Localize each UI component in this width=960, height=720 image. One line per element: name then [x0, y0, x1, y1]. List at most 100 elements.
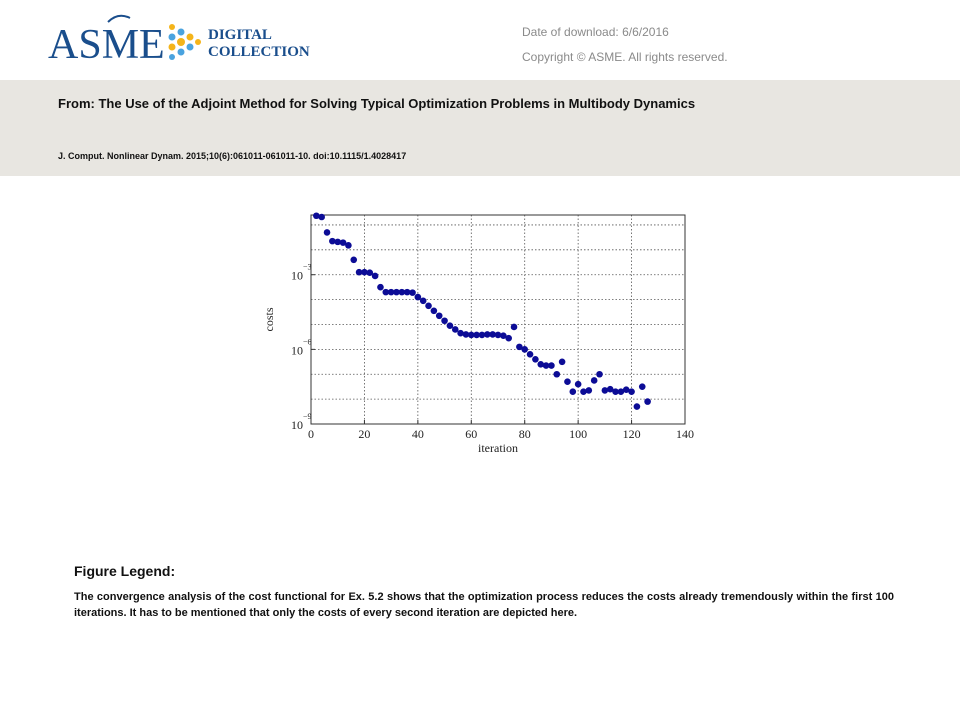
data-point — [489, 331, 496, 338]
data-point — [500, 332, 507, 339]
data-point — [569, 388, 577, 395]
data-point — [387, 288, 395, 296]
data-point — [467, 331, 475, 339]
data-point — [601, 387, 609, 394]
logo-collection-text: COLLECTION — [208, 44, 310, 60]
data-point — [612, 388, 619, 395]
data-point — [633, 403, 641, 410]
convergence-chart: 0 20 40 60 80 100 120 14010−310−610−9iterationc… — [262, 212, 694, 455]
data-point — [425, 302, 432, 310]
article-info-band — [0, 80, 960, 176]
data-point — [516, 343, 523, 351]
data-point — [441, 317, 448, 325]
data-point — [403, 288, 411, 296]
download-info: Date of download: 6/6/2016 Copyright © A… — [522, 20, 728, 70]
data-point — [590, 377, 598, 384]
y-tick-label-base: 10 — [291, 418, 303, 432]
data-point — [366, 269, 374, 277]
data-point — [596, 370, 603, 378]
data-point — [473, 331, 480, 339]
x-tick-label: 40 — [412, 427, 424, 441]
data-point — [510, 323, 518, 331]
y-tick-label-base: 10 — [291, 343, 303, 357]
logo-swoosh-icon — [107, 14, 131, 23]
data-point — [313, 212, 320, 220]
data-point — [564, 378, 571, 386]
y-tick-label-base: 10 — [291, 269, 303, 283]
download-label: Date of download: — [522, 25, 619, 39]
copyright-text: Copyright © ASME. All rights reserved. — [522, 50, 728, 64]
data-point — [542, 362, 550, 369]
data-point — [548, 362, 555, 369]
data-point — [398, 288, 406, 296]
download-line: Date of download: 6/6/2016 — [522, 20, 728, 45]
data-point — [457, 329, 464, 337]
article-citation[interactable]: J. Comput. Nonlinear Dynam. 2015;10(6):0… — [58, 151, 407, 161]
data-point — [628, 388, 635, 395]
data-point — [484, 331, 491, 338]
x-tick-label: 120 — [623, 427, 641, 441]
data-point — [345, 242, 352, 249]
data-point — [462, 331, 470, 338]
x-tick-label: 140 — [676, 427, 694, 441]
x-tick-label: 60 — [465, 427, 477, 441]
y-tick-label-exponent: −6 — [303, 337, 312, 346]
from-label: From: — [58, 96, 95, 111]
data-point — [622, 386, 630, 393]
download-date: 6/6/2016 — [622, 25, 669, 39]
data-point — [526, 351, 534, 358]
data-point — [521, 346, 529, 353]
data-point — [606, 385, 614, 393]
data-point — [580, 388, 587, 395]
data-point — [350, 256, 358, 264]
x-tick-label: 20 — [358, 427, 370, 441]
data-point — [537, 360, 545, 368]
x-axis-label: iteration — [478, 441, 518, 455]
data-point — [371, 272, 379, 280]
data-point — [334, 238, 342, 246]
data-point — [419, 297, 427, 305]
article-title-line: From: The Use of the Adjoint Method for … — [58, 96, 695, 111]
data-point — [585, 387, 593, 394]
data-point — [329, 237, 336, 245]
x-tick-label: 100 — [569, 427, 587, 441]
data-point — [617, 388, 625, 395]
x-tick-label: 0 — [308, 427, 314, 441]
logo-dots-icon — [168, 24, 201, 60]
data-point — [430, 307, 438, 315]
data-point — [377, 283, 384, 291]
data-point — [323, 229, 331, 236]
data-point — [644, 398, 651, 405]
data-point — [494, 331, 502, 339]
data-point — [532, 356, 539, 363]
x-tick-label: 80 — [519, 427, 531, 441]
data-point — [409, 289, 416, 296]
data-point — [318, 213, 325, 221]
figure-legend-title: Figure Legend: — [74, 563, 176, 579]
y-tick-label-exponent: −9 — [303, 412, 312, 421]
data-point — [355, 268, 363, 276]
data-point — [393, 288, 400, 296]
data-point — [361, 268, 368, 276]
y-tick-label-exponent: −3 — [303, 263, 312, 272]
figure-legend-text: The convergence analysis of the cost fun… — [74, 591, 894, 619]
data-point — [446, 322, 454, 330]
logo-digital-text: DIGITAL — [208, 27, 272, 43]
data-point — [478, 331, 486, 339]
data-point — [558, 358, 566, 366]
data-point — [339, 239, 347, 246]
data-point — [382, 288, 390, 296]
page-header: ASME DIGITAL COLLECTION Date of download… — [0, 0, 960, 80]
asme-digital-collection-logo[interactable]: ASME DIGITAL COLLECTION — [48, 10, 328, 70]
logo-asme-text: ASME — [48, 22, 165, 68]
plot-frame — [310, 214, 686, 425]
data-point — [451, 326, 459, 333]
data-point — [574, 380, 582, 388]
data-point — [638, 383, 646, 390]
article-title[interactable]: The Use of the Adjoint Method for Solvin… — [98, 96, 696, 111]
data-point — [553, 370, 561, 378]
data-point — [414, 293, 422, 301]
data-point — [505, 334, 512, 342]
data-point — [435, 312, 443, 320]
y-axis-label: costs — [262, 307, 276, 331]
